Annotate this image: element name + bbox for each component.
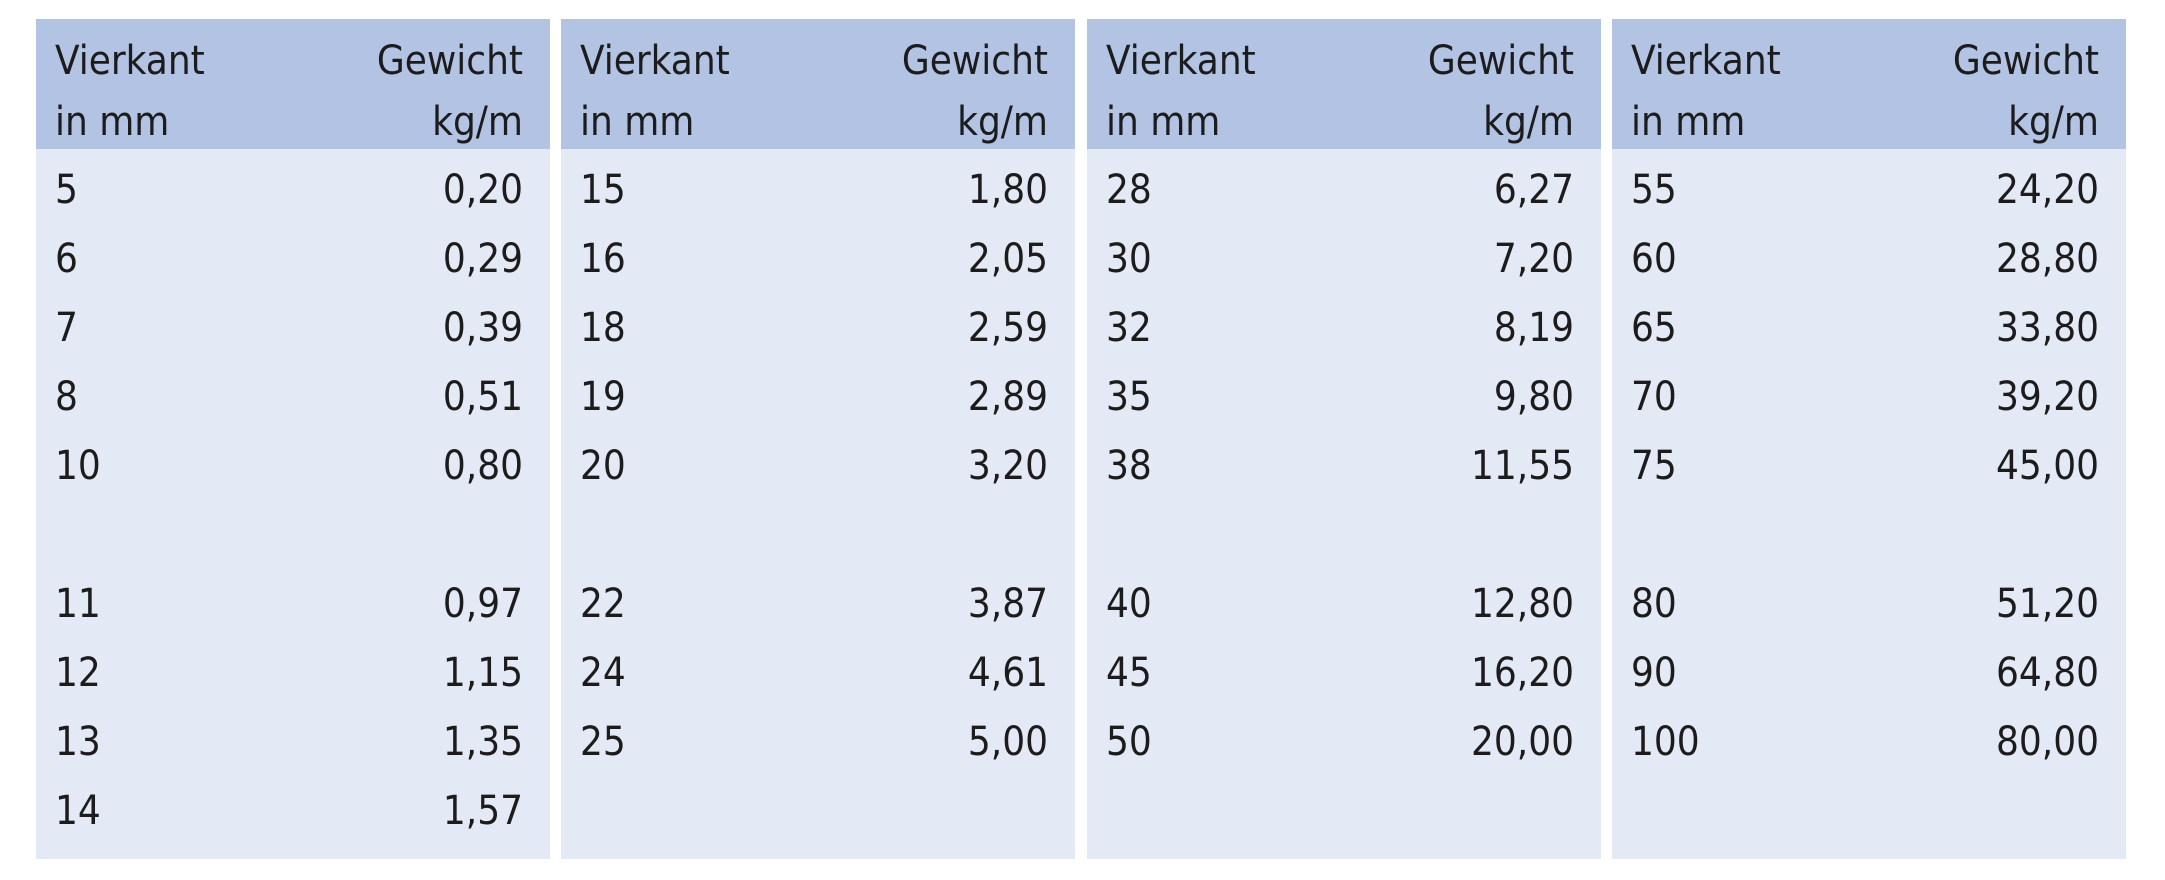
header-cell: kg/m	[2008, 99, 2099, 145]
weight-cell: 1,35	[442, 719, 523, 765]
header-cell: kg/m	[1483, 99, 1574, 145]
weight-cell: 1,57	[442, 788, 523, 834]
size-cell: 19	[580, 374, 626, 420]
header-cell: Gewicht	[1427, 38, 1574, 84]
header-cell: Gewicht	[901, 38, 1048, 84]
table-panel: Vierkant in mm Gewicht kg/m 15 1,80 16 2,05 18 2,…	[561, 19, 1075, 859]
size-cell: 16	[580, 236, 626, 282]
size-cell: 75	[1631, 443, 1677, 489]
size-cell: 28	[1106, 167, 1152, 213]
size-cell: 50	[1106, 719, 1152, 765]
weight-cell: 28,80	[1996, 236, 2099, 282]
weight-cell: 2,89	[967, 374, 1048, 420]
weight-cell: 0,51	[442, 374, 523, 420]
header-cell: Gewicht	[376, 38, 523, 84]
table-panel: Vierkant in mm Gewicht kg/m 55 24,20 60 28,80 65…	[1612, 19, 2126, 859]
size-cell: 8	[55, 374, 78, 420]
weight-cell: 0,39	[442, 305, 523, 351]
weight-cell: 64,80	[1996, 650, 2099, 696]
weight-cell: 11,55	[1471, 443, 1574, 489]
weight-cell: 6,27	[1493, 167, 1574, 213]
weight-cell: 2,05	[967, 236, 1048, 282]
header-cell: kg/m	[957, 99, 1048, 145]
weight-cell: 20,00	[1471, 719, 1574, 765]
table-panel: Vierkant in mm Gewicht kg/m 28 6,27 30 7,20 32 8,…	[1087, 19, 1601, 859]
size-cell: 45	[1106, 650, 1152, 696]
size-cell: 10	[55, 443, 101, 489]
size-cell: 30	[1106, 236, 1152, 282]
header-cell: Vierkant	[1631, 38, 1781, 84]
weight-cell: 1,15	[442, 650, 523, 696]
weight-cell: 5,00	[967, 719, 1048, 765]
size-cell: 40	[1106, 581, 1152, 627]
header-row: Vierkant in mm Gewicht kg/m	[561, 19, 1075, 149]
size-cell: 7	[55, 305, 78, 351]
size-cell: 13	[55, 719, 101, 765]
size-cell: 100	[1631, 719, 1700, 765]
weight-cell: 1,80	[967, 167, 1048, 213]
weight-cell: 80,00	[1996, 719, 2099, 765]
size-cell: 18	[580, 305, 626, 351]
size-cell: 35	[1106, 374, 1152, 420]
weight-cell: 7,20	[1493, 236, 1574, 282]
weight-cell: 3,87	[967, 581, 1048, 627]
header-cell: Vierkant	[580, 38, 730, 84]
header-cell: in mm	[1106, 99, 1221, 145]
size-cell: 22	[580, 581, 626, 627]
header-row: Vierkant in mm Gewicht kg/m	[36, 19, 550, 149]
size-cell: 60	[1631, 236, 1677, 282]
size-cell: 12	[55, 650, 101, 696]
size-cell: 6	[55, 236, 78, 282]
header-cell: Gewicht	[1952, 38, 2099, 84]
size-cell: 24	[580, 650, 626, 696]
size-cell: 65	[1631, 305, 1677, 351]
size-cell: 55	[1631, 167, 1677, 213]
size-cell: 70	[1631, 374, 1677, 420]
size-cell: 20	[580, 443, 626, 489]
weight-cell: 51,20	[1996, 581, 2099, 627]
table-panel: Vierkant in mm Gewicht kg/m 5 0,20 6 0,29 7 0,39 8…	[36, 19, 550, 859]
weight-cell: 8,19	[1493, 305, 1574, 351]
header-row: Vierkant in mm Gewicht kg/m	[1087, 19, 1601, 149]
weight-cell: 0,80	[442, 443, 523, 489]
weight-cell: 2,59	[967, 305, 1048, 351]
weight-cell: 33,80	[1996, 305, 2099, 351]
size-cell: 25	[580, 719, 626, 765]
header-cell: kg/m	[432, 99, 523, 145]
weight-cell: 39,20	[1996, 374, 2099, 420]
weight-cell: 16,20	[1471, 650, 1574, 696]
size-cell: 80	[1631, 581, 1677, 627]
header-cell: in mm	[1631, 99, 1746, 145]
size-cell: 90	[1631, 650, 1677, 696]
size-cell: 5	[55, 167, 78, 213]
header-cell: in mm	[580, 99, 695, 145]
size-cell: 38	[1106, 443, 1152, 489]
weight-cell: 4,61	[967, 650, 1048, 696]
weight-cell: 9,80	[1493, 374, 1574, 420]
size-cell: 32	[1106, 305, 1152, 351]
weight-cell: 45,00	[1996, 443, 2099, 489]
size-cell: 11	[55, 581, 101, 627]
header-cell: Vierkant	[55, 38, 205, 84]
size-cell: 14	[55, 788, 101, 834]
header-cell: Vierkant	[1106, 38, 1256, 84]
weight-cell: 0,97	[442, 581, 523, 627]
header-row: Vierkant in mm Gewicht kg/m	[1612, 19, 2126, 149]
weight-cell: 3,20	[967, 443, 1048, 489]
weight-cell: 0,29	[442, 236, 523, 282]
weight-cell: 12,80	[1471, 581, 1574, 627]
weight-cell: 0,20	[442, 167, 523, 213]
header-cell: in mm	[55, 99, 170, 145]
weight-cell: 24,20	[1996, 167, 2099, 213]
size-cell: 15	[580, 167, 626, 213]
